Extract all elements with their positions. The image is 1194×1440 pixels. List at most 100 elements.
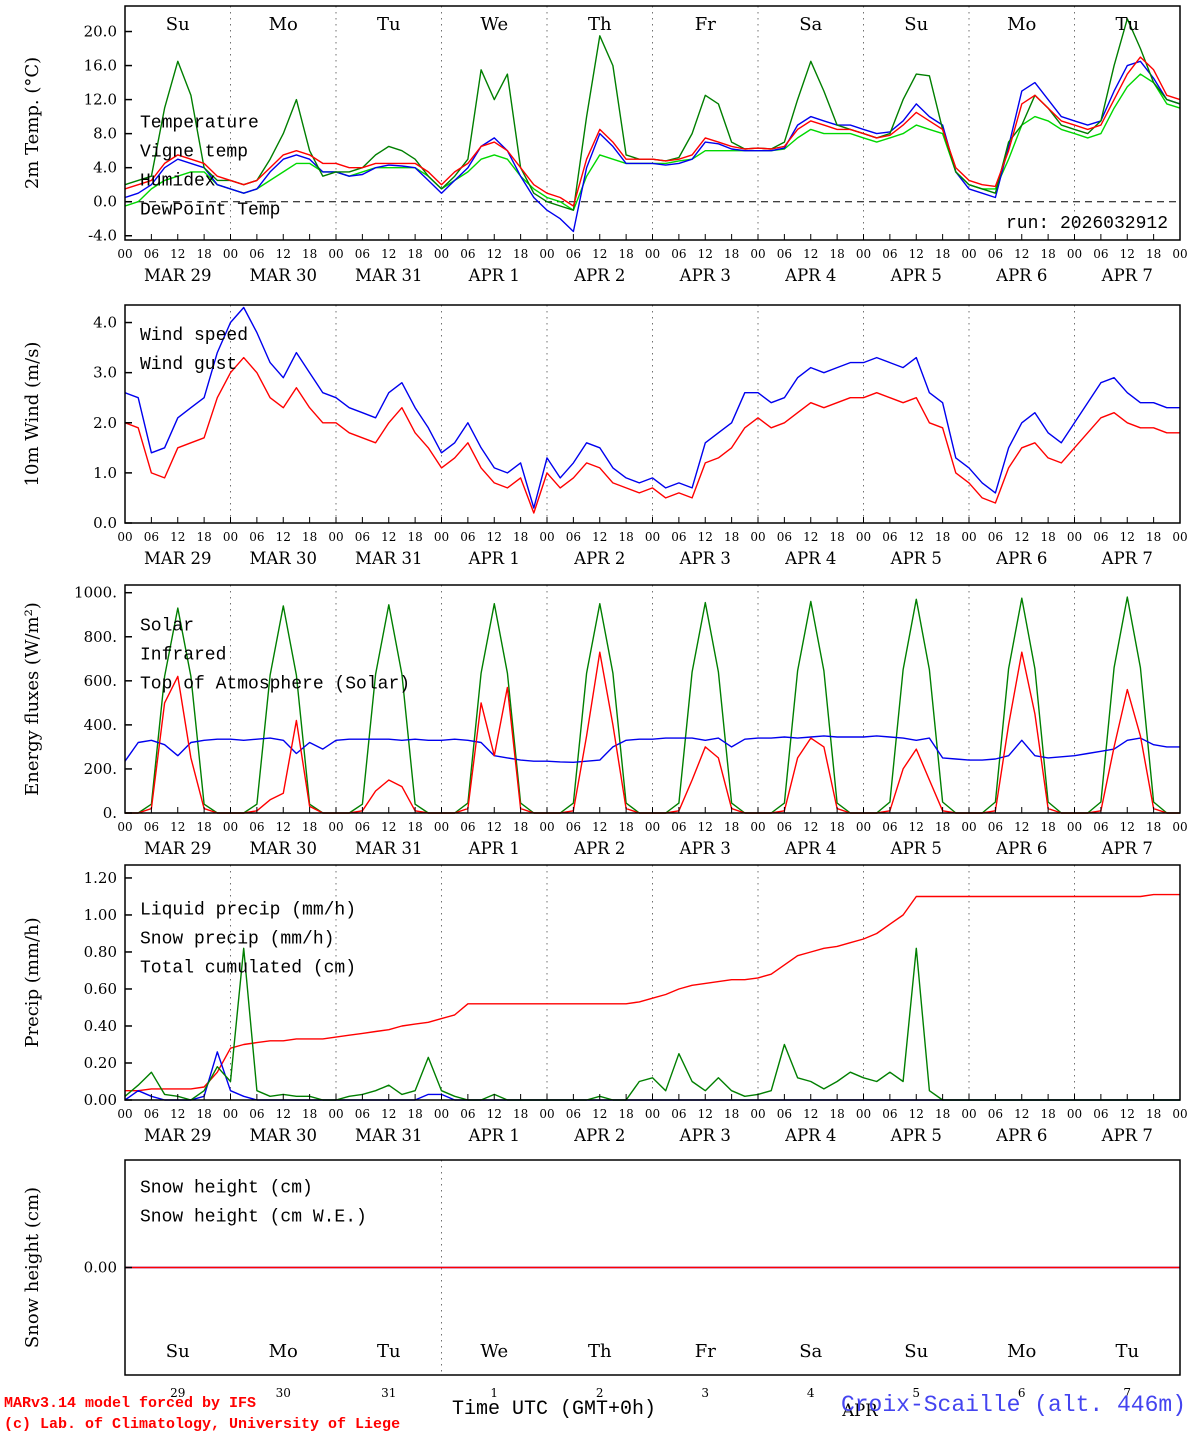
- date-label: MAR 31: [355, 1126, 422, 1145]
- hour-label: 12: [170, 1107, 185, 1121]
- hour-label: 00: [645, 1107, 660, 1121]
- dayname-label: Su: [904, 14, 928, 35]
- lab-credit: (c) Lab. of Climatology, University of L…: [4, 1416, 401, 1433]
- hour-label: 00: [1172, 247, 1187, 261]
- hour-label: 12: [487, 530, 502, 544]
- dayname-label: Mo: [1007, 1341, 1036, 1362]
- date-label: MAR 29: [144, 549, 211, 568]
- y-tick-label: 1000.: [74, 584, 117, 602]
- legend-liquid-precip-mm-h-: Liquid precip (mm/h): [140, 900, 356, 920]
- hour-label: 06: [249, 530, 264, 544]
- hour-label: 18: [935, 530, 950, 544]
- hour-label: 18: [1146, 530, 1161, 544]
- date-label: MAR 31: [355, 549, 422, 568]
- hour-label: 06: [566, 820, 581, 834]
- date-label: APR 2: [573, 1126, 625, 1145]
- date-label: APR 2: [573, 266, 625, 285]
- y-axis-title: Energy fluxes (W/m²): [22, 602, 43, 796]
- date-label: APR 3: [679, 549, 731, 568]
- date-number-label: 31: [381, 1386, 396, 1400]
- hour-label: 18: [724, 247, 739, 261]
- hour-label: 12: [1014, 247, 1029, 261]
- y-axis-title: 10m Wind (m/s): [22, 342, 43, 487]
- series-dewpoint-temp: [124, 73, 1181, 211]
- hour-label: 00: [856, 247, 871, 261]
- dayname-label: Sa: [799, 14, 822, 35]
- hour-label: 12: [592, 530, 607, 544]
- date-label: APR 2: [573, 549, 625, 568]
- hour-label: 18: [724, 1107, 739, 1121]
- panel-precip: 0.00 0.20 0.40 0.60 0.80 1.00 1.20 00 06 12 18 00 06…: [22, 864, 1188, 1145]
- legend-wind-gust: Wind gust: [140, 355, 237, 375]
- hour-label: 00: [223, 820, 238, 834]
- hour-label: 12: [276, 820, 291, 834]
- hour-label: 00: [434, 1107, 449, 1121]
- hour-label: 06: [460, 247, 475, 261]
- date-label: APR 5: [890, 1126, 942, 1145]
- y-tick-label: 600.: [84, 672, 117, 690]
- hour-label: 12: [698, 1107, 713, 1121]
- panel-snow: 0.00 Su Mo Tu We Th Fr Sa Su Mo Tu 29 30 31 1 2 3 4 5 6 7 APR…: [22, 1159, 1181, 1420]
- hour-label: 12: [803, 1107, 818, 1121]
- date-label: APR 4: [784, 839, 836, 858]
- hour-label: 06: [777, 247, 792, 261]
- hour-label: 06: [460, 530, 475, 544]
- date-label: APR 4: [784, 1126, 836, 1145]
- run-label: run: 2026032912: [1006, 214, 1168, 234]
- hour-label: 12: [1120, 247, 1135, 261]
- hour-label: 06: [777, 1107, 792, 1121]
- date-label: APR 5: [890, 549, 942, 568]
- hour-label: 00: [645, 820, 660, 834]
- date-label: MAR 29: [144, 1126, 211, 1145]
- y-tick-label: 1.0: [93, 464, 117, 482]
- y-tick-label: 0.: [103, 804, 117, 822]
- dayname-label: Fr: [695, 14, 716, 35]
- series-humidex: [124, 60, 1181, 233]
- hour-label: 12: [1014, 820, 1029, 834]
- hour-label: 12: [592, 247, 607, 261]
- month-label: APR: [841, 1401, 878, 1420]
- hour-label: 00: [328, 247, 343, 261]
- hour-label: 12: [487, 247, 502, 261]
- hour-label: 00: [434, 247, 449, 261]
- hour-label: 12: [1120, 1107, 1135, 1121]
- date-label: APR 6: [995, 266, 1047, 285]
- y-tick-label: 0.20: [84, 1054, 117, 1072]
- date-label: APR 4: [784, 266, 836, 285]
- series-total-cumulated-cm-: [125, 893, 1180, 1092]
- date-label: MAR 31: [355, 266, 422, 285]
- date-label: APR 7: [1101, 266, 1153, 285]
- hour-label: 18: [618, 820, 633, 834]
- hour-label: 00: [1172, 1107, 1187, 1121]
- y-tick-label: 2.0: [93, 414, 117, 432]
- date-label: MAR 29: [144, 839, 211, 858]
- y-tick-label: 12.0: [84, 91, 117, 109]
- hour-label: 06: [144, 820, 159, 834]
- y-tick-label: 1.20: [84, 869, 117, 887]
- hour-label: 18: [618, 1107, 633, 1121]
- hour-label: 12: [909, 820, 924, 834]
- hour-label: 06: [671, 530, 686, 544]
- hour-label: 00: [223, 247, 238, 261]
- hour-label: 00: [117, 530, 132, 544]
- hour-label: 06: [249, 820, 264, 834]
- hour-label: 06: [355, 530, 370, 544]
- hour-label: 18: [618, 247, 633, 261]
- hour-label: 00: [961, 1107, 976, 1121]
- date-number-label: 1: [490, 1386, 498, 1400]
- hour-label: 06: [777, 820, 792, 834]
- hour-label: 06: [144, 247, 159, 261]
- hour-label: 18: [513, 1107, 528, 1121]
- dayname-label: Th: [588, 1341, 612, 1362]
- hour-label: 06: [988, 247, 1003, 261]
- hour-label: 12: [592, 1107, 607, 1121]
- date-label: APR 1: [468, 266, 520, 285]
- hour-label: 00: [1067, 247, 1082, 261]
- legend-temperature: Temperature: [140, 114, 259, 134]
- dayname-label: Tu: [1115, 1341, 1139, 1362]
- hour-label: 06: [671, 1107, 686, 1121]
- hour-label: 12: [803, 820, 818, 834]
- hour-label: 06: [671, 247, 686, 261]
- panel-wind: 0.0 1.0 2.0 3.0 4.0 00 06 12 18 00 06 12 18 00 06 12 18 0…: [22, 304, 1188, 568]
- date-label: APR 3: [679, 266, 731, 285]
